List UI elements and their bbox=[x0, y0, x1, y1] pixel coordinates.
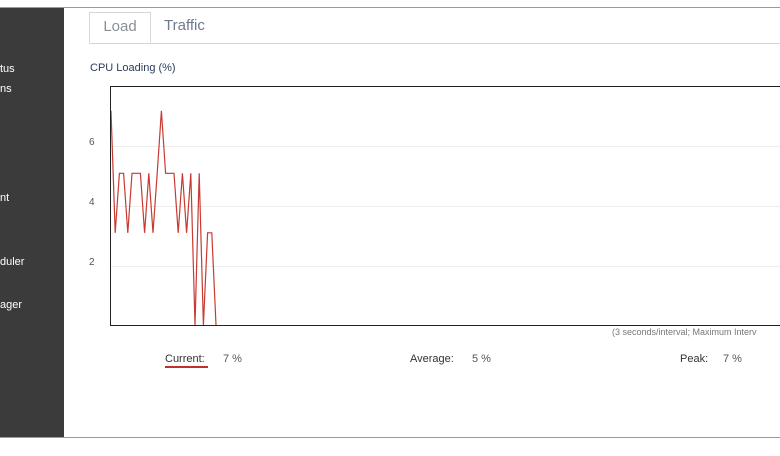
cpu-chart-plot bbox=[111, 110, 780, 325]
sidebar-item-management[interactable]: nt bbox=[0, 192, 10, 204]
sidebar-item-connections[interactable]: ns bbox=[0, 83, 12, 95]
current-value: 7 % bbox=[223, 353, 242, 365]
y-tick-label: 4 bbox=[89, 197, 95, 208]
chart-title: CPU Loading (%) bbox=[90, 62, 176, 74]
cpu-series-line bbox=[111, 110, 217, 325]
current-underline bbox=[165, 366, 208, 368]
y-tick-label: 2 bbox=[89, 257, 95, 268]
cpu-chart bbox=[110, 86, 780, 326]
tab-load[interactable]: Load bbox=[89, 12, 151, 43]
sidebar-item-scheduler[interactable]: duler bbox=[0, 256, 25, 268]
y-tick-label: 6 bbox=[89, 137, 95, 148]
peak-label: Peak: bbox=[680, 353, 709, 365]
sidebar: tus ns nt duler ager bbox=[0, 8, 64, 437]
peak-value: 7 % bbox=[723, 353, 742, 365]
average-label: Average: bbox=[410, 353, 454, 365]
tab-traffic[interactable]: Traffic bbox=[164, 17, 205, 34]
sidebar-item-manager[interactable]: ager bbox=[0, 299, 23, 311]
current-label: Current: bbox=[165, 353, 205, 365]
page-top-border bbox=[0, 7, 780, 8]
page-bottom-border bbox=[0, 437, 780, 438]
sidebar-item-status[interactable]: tus bbox=[0, 63, 15, 75]
tab-bar: Load Traffic bbox=[89, 12, 780, 44]
average-value: 5 % bbox=[472, 353, 491, 365]
interval-note: (3 seconds/interval; Maximum Interv bbox=[612, 327, 757, 337]
